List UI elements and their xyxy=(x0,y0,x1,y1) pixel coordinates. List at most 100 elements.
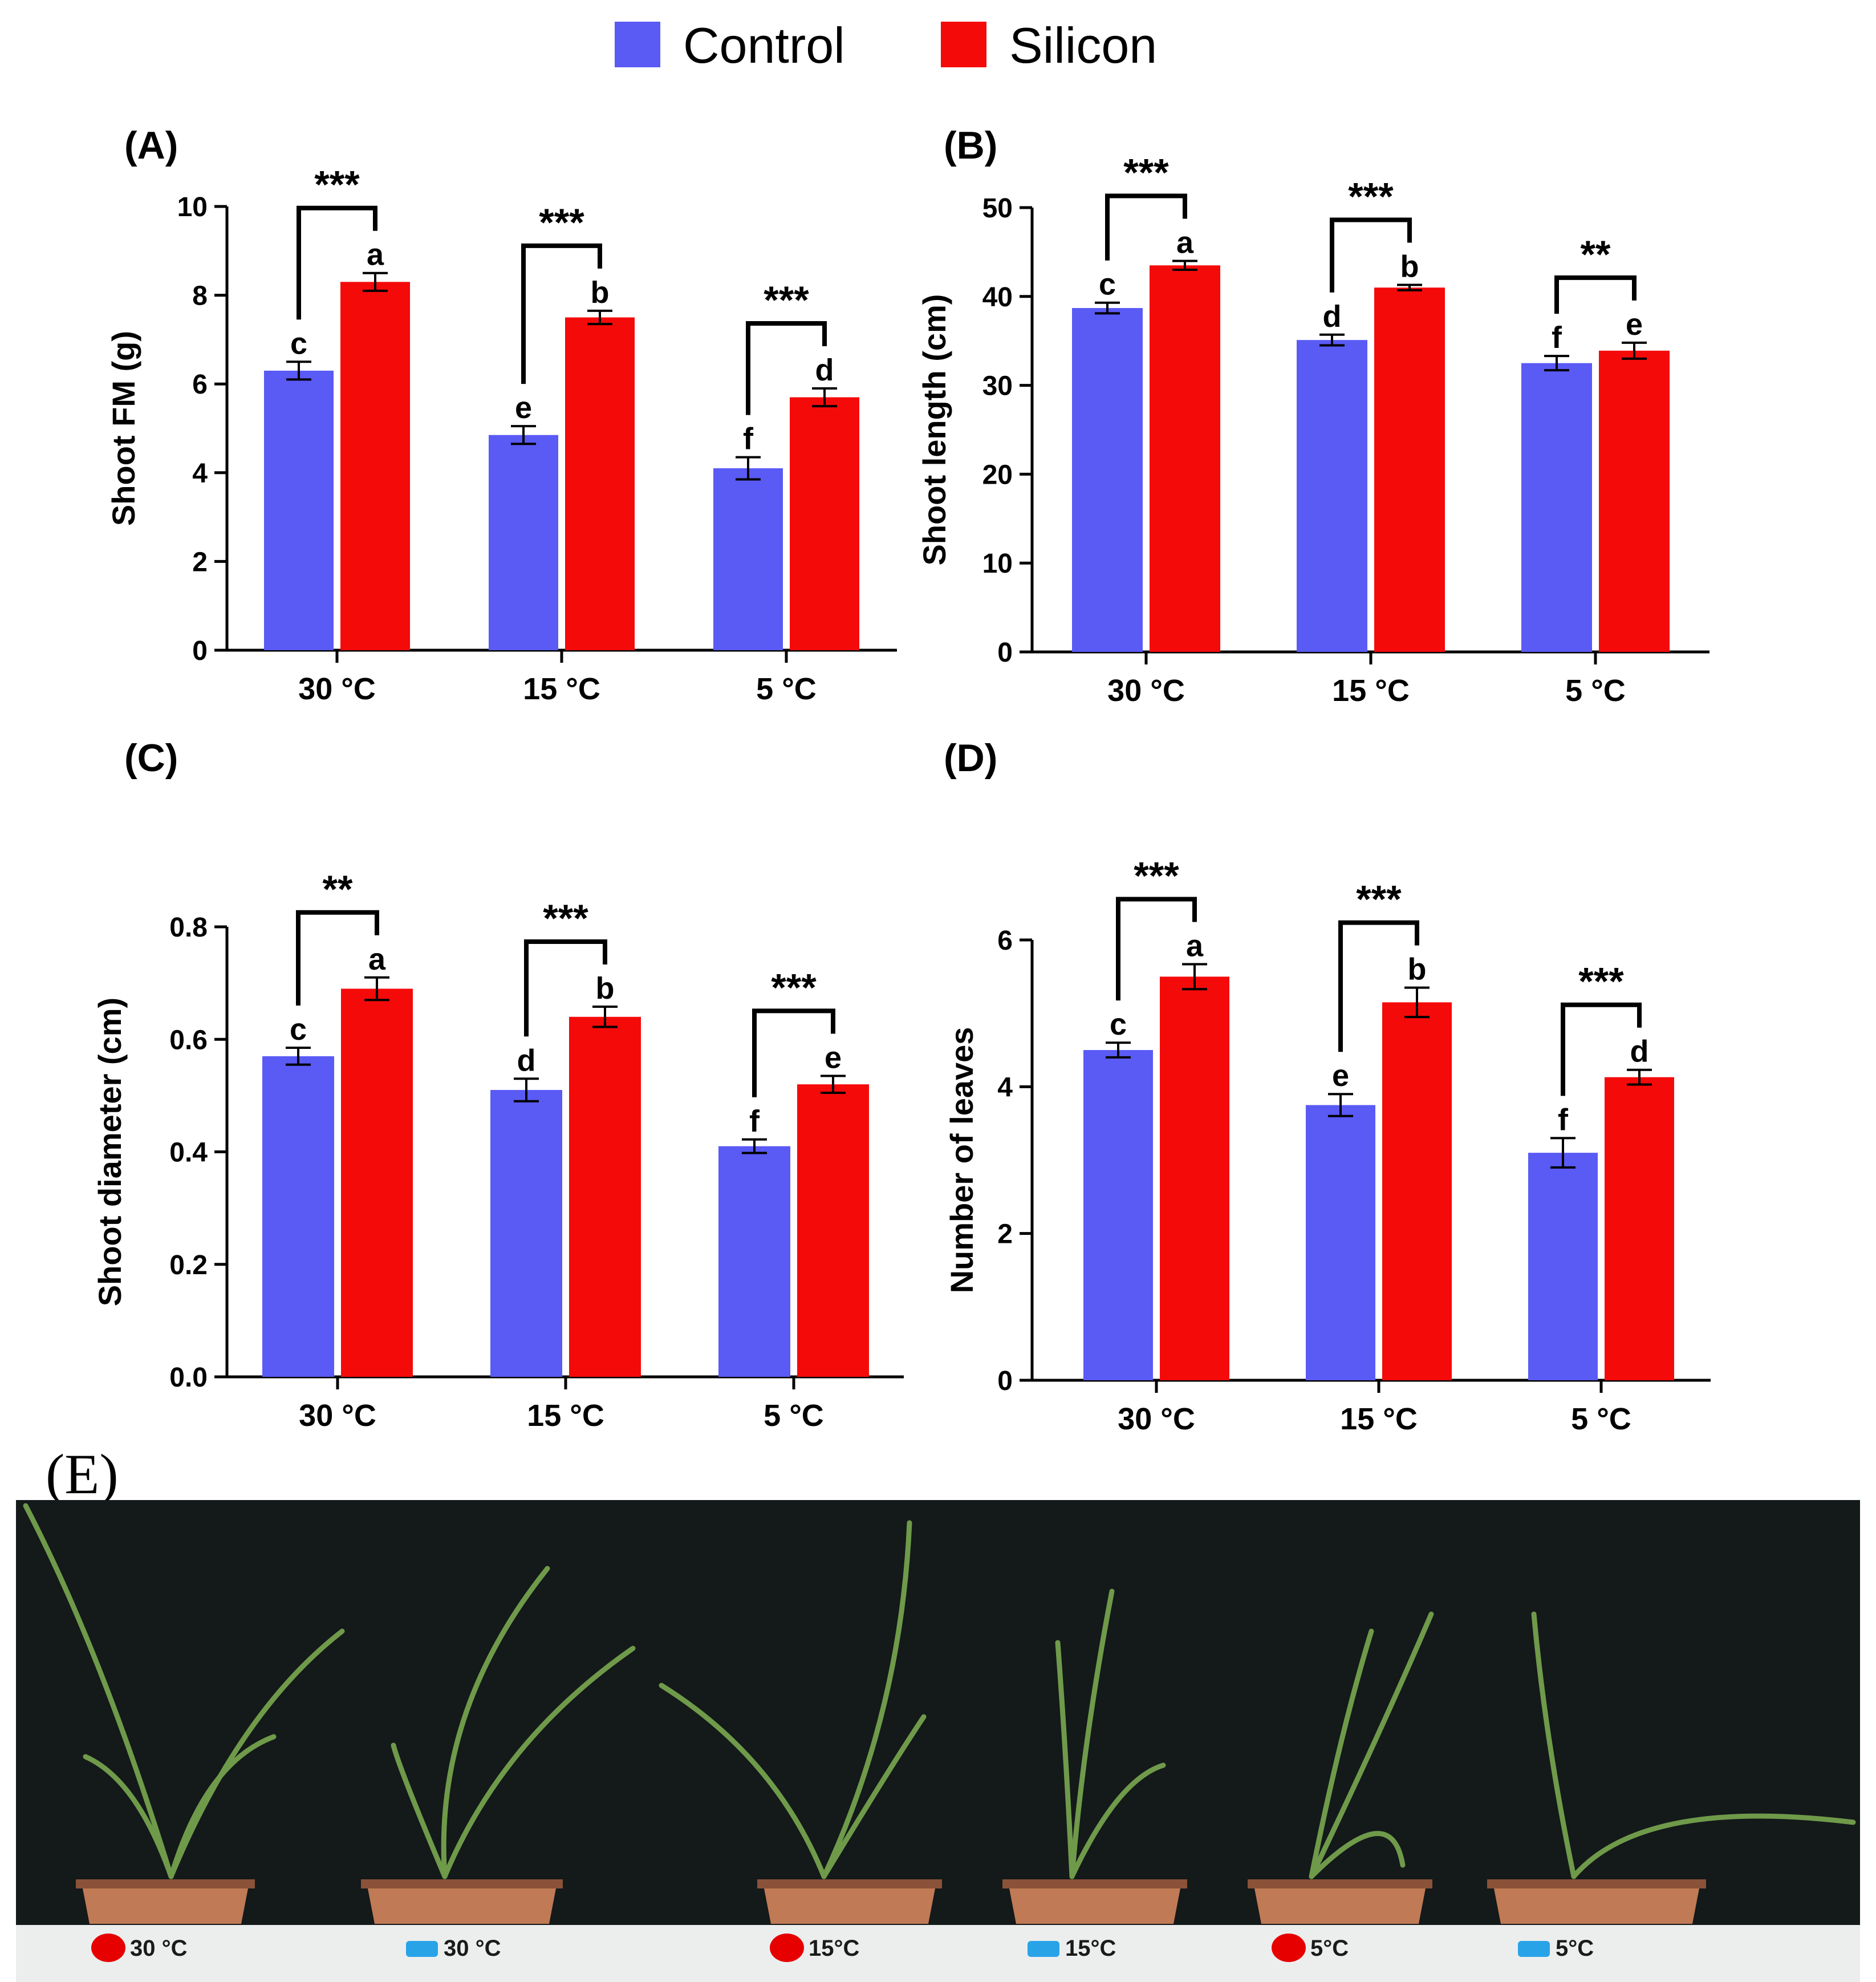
x-tick-label: 30 °C xyxy=(1107,674,1185,708)
panel-label: (A) xyxy=(124,124,178,167)
significance-bracket xyxy=(752,1008,835,1097)
bar-silicon-3 xyxy=(797,1084,869,1377)
significance-bracket xyxy=(297,205,377,320)
plant-pot xyxy=(1254,1888,1426,1924)
pot-label: 15°C xyxy=(809,1936,859,1961)
bar-silicon-2 xyxy=(1382,1002,1452,1380)
significance-letter: b xyxy=(596,971,615,1006)
legend-label-control: Control xyxy=(683,17,845,74)
significance-letter: e xyxy=(1626,307,1643,342)
legend: Control Silicon xyxy=(615,17,1157,74)
plant-leaf xyxy=(391,1742,448,1879)
significance-stars: *** xyxy=(1123,151,1169,194)
plant-leaf xyxy=(1309,1831,1406,1879)
pot-rim xyxy=(757,1879,942,1888)
panel-label-e: (E) xyxy=(46,1442,119,1506)
bar-control-2 xyxy=(1297,340,1367,652)
y-tick-label: 0 xyxy=(997,1366,1013,1396)
plant-pot xyxy=(1494,1888,1699,1924)
significance-bracket xyxy=(1105,193,1187,261)
plant-photo: 30 °C 30 °C 15°C 15°C 5°C 5°C xyxy=(16,1500,1860,1982)
significance-letter: b xyxy=(1408,953,1427,987)
significance-letter: a xyxy=(367,238,384,272)
panel-b-shoot-length: (B) 0 10 20 30 40 50 Shoot length (cm) c a 30 °C **… xyxy=(916,124,1709,708)
bar-control-3 xyxy=(718,1146,790,1377)
significance-bracket xyxy=(1561,1002,1642,1096)
y-tick-label: 0.0 xyxy=(169,1363,208,1393)
control-marker-icon xyxy=(1028,1941,1059,1957)
panel-label: (D) xyxy=(944,736,997,780)
significance-letter: c xyxy=(290,1012,307,1047)
bar-control-1 xyxy=(262,1056,334,1377)
silicon-marker-icon xyxy=(1272,1934,1306,1962)
pot-label: 5°C xyxy=(1556,1936,1594,1961)
x-tick-label: 5 °C xyxy=(764,1399,824,1433)
significance-letter: e xyxy=(1332,1059,1349,1093)
bar-silicon-2 xyxy=(1374,287,1445,652)
bar-silicon-1 xyxy=(1160,976,1229,1380)
pot-label: 30 °C xyxy=(130,1936,188,1961)
significance-bracket xyxy=(1116,897,1197,1001)
plant-leaf xyxy=(821,1714,927,1879)
x-tick-label: 5 °C xyxy=(756,672,817,706)
x-tick-label: 15 °C xyxy=(1332,674,1410,708)
y-tick-label: 10 xyxy=(177,192,208,222)
panel-a-shoot-fm: (A) 0 2 4 6 8 10 Shoot FM (g) c a 30 °C *** e b 15 °C *… xyxy=(105,124,897,706)
bar-control-3 xyxy=(1521,363,1592,652)
significance-letter: f xyxy=(1558,1103,1569,1137)
significance-stars: *** xyxy=(1348,175,1394,218)
bar-control-1 xyxy=(1072,308,1143,652)
plant-leaf xyxy=(1309,1611,1434,1879)
significance-stars: *** xyxy=(771,966,817,1009)
y-tick-label: 4 xyxy=(192,459,208,489)
x-tick-label: 30 °C xyxy=(299,1399,376,1433)
pot-rim xyxy=(1248,1879,1432,1888)
significance-stars: *** xyxy=(314,163,360,206)
bar-control-1 xyxy=(264,370,334,650)
y-tick-label: 0.6 xyxy=(169,1025,208,1055)
bar-control-2 xyxy=(490,1090,562,1377)
plant-leaf xyxy=(23,1503,174,1879)
pot-rim xyxy=(76,1879,255,1888)
significance-bracket xyxy=(1330,217,1412,293)
significance-letter: e xyxy=(825,1040,842,1075)
panel-c-shoot-diameter: (C) 0.0 0.2 0.4 0.6 0.8 Shoot diameter (cm) c a 3… xyxy=(92,736,904,1433)
significance-letter: d xyxy=(815,353,834,387)
significance-stars: *** xyxy=(1578,960,1624,1003)
y-tick-label: 30 xyxy=(982,371,1013,402)
x-tick-label: 15 °C xyxy=(523,672,600,706)
y-tick-label: 20 xyxy=(982,460,1013,490)
plant-leaf xyxy=(1069,1588,1115,1879)
bar-control-3 xyxy=(713,468,783,650)
y-tick-label: 0 xyxy=(192,636,208,666)
plant-pot xyxy=(1009,1888,1180,1924)
plant-leaf xyxy=(1069,1762,1166,1879)
significance-letter: d xyxy=(1323,299,1342,334)
significance-bracket xyxy=(524,939,607,1037)
plant-pot xyxy=(764,1888,935,1924)
bar-silicon-1 xyxy=(341,988,413,1377)
bar-control-3 xyxy=(1528,1153,1598,1380)
y-axis-title: Number of leaves xyxy=(944,1027,980,1294)
bar-control-2 xyxy=(1306,1105,1375,1380)
y-tick-label: 2 xyxy=(997,1219,1013,1250)
significance-stars: ** xyxy=(323,868,353,911)
y-tick-label: 0.2 xyxy=(169,1250,208,1280)
y-axis-title: Shoot length (cm) xyxy=(916,294,952,566)
plant-leaf xyxy=(1571,1813,1856,1879)
plant-leaf xyxy=(442,1645,636,1879)
x-tick-label: 30 °C xyxy=(1118,1402,1195,1436)
x-tick-label: 15 °C xyxy=(1340,1402,1418,1436)
legend-swatch-silicon xyxy=(941,22,986,67)
y-tick-label: 8 xyxy=(192,281,208,311)
bar-silicon-3 xyxy=(1599,350,1670,652)
significance-letter: c xyxy=(290,326,307,360)
bar-control-1 xyxy=(1083,1050,1153,1380)
plant-leaf xyxy=(659,1683,827,1879)
x-tick-label: 5 °C xyxy=(1571,1402,1631,1436)
bar-silicon-3 xyxy=(790,397,859,650)
significance-bracket xyxy=(1554,275,1637,314)
plant-leaf xyxy=(1055,1640,1075,1879)
silicon-marker-icon xyxy=(91,1934,125,1962)
